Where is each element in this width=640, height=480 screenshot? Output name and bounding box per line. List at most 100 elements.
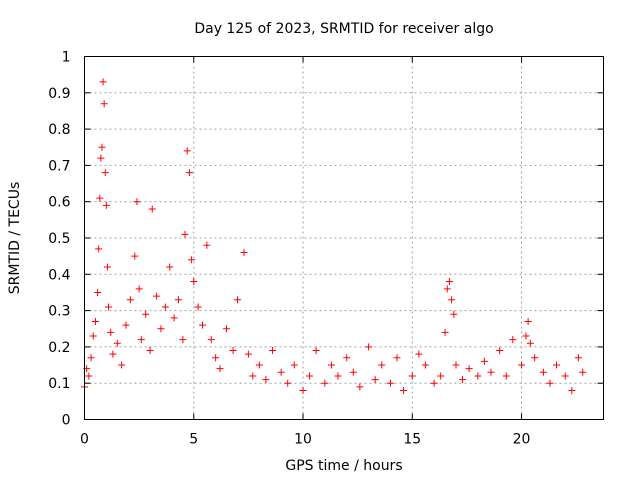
data-point	[262, 376, 270, 384]
data-point	[233, 296, 241, 304]
data-point	[95, 245, 103, 253]
data-point	[524, 317, 532, 325]
data-point	[365, 343, 373, 351]
data-point	[183, 147, 191, 155]
data-point	[161, 303, 169, 311]
data-point	[166, 263, 174, 271]
data-point	[107, 328, 115, 336]
x-tick-label: 15	[403, 432, 421, 448]
data-point	[378, 361, 386, 369]
grid	[84, 56, 604, 420]
y-tick-label: 0.1	[48, 376, 70, 392]
data-point	[268, 347, 276, 355]
data-point	[531, 354, 539, 362]
x-tick: 10	[294, 56, 312, 448]
data-point	[89, 332, 97, 340]
data-point	[203, 241, 211, 249]
data-point	[249, 372, 257, 380]
data-point	[393, 354, 401, 362]
y-axis-label: SRMTID / TECUs	[7, 182, 23, 295]
y-tick-label: 0.4	[48, 267, 70, 283]
data-point	[146, 347, 154, 355]
data-point	[448, 296, 456, 304]
data-point	[546, 379, 554, 387]
data-point	[207, 336, 215, 344]
data-point	[474, 372, 482, 380]
data-point	[334, 372, 342, 380]
data-point	[240, 249, 248, 257]
data-point	[452, 361, 460, 369]
data-point	[522, 332, 530, 340]
data-point	[98, 143, 106, 151]
data-point	[356, 383, 364, 391]
data-point	[174, 296, 182, 304]
data-point	[216, 365, 224, 373]
data-point	[101, 169, 109, 177]
data-point	[421, 361, 429, 369]
data-point	[255, 361, 263, 369]
data-point	[284, 379, 292, 387]
data-point	[194, 303, 202, 311]
data-point	[371, 376, 379, 384]
data-point	[103, 263, 111, 271]
data-point	[574, 354, 582, 362]
data-point	[509, 336, 517, 344]
data-point	[277, 368, 285, 376]
data-point	[321, 379, 329, 387]
data-point	[327, 361, 335, 369]
data-point	[343, 354, 351, 362]
x-axis-label: GPS time / hours	[285, 458, 402, 474]
y-tick-label: 0.3	[48, 304, 70, 320]
y-tick: 0.4	[48, 267, 604, 283]
data-point	[105, 303, 113, 311]
data-points	[81, 78, 587, 394]
data-point	[109, 350, 117, 358]
data-point	[349, 368, 357, 376]
data-point	[415, 350, 423, 358]
data-point	[386, 379, 394, 387]
y-tick: 0.2	[48, 340, 604, 356]
data-point	[223, 325, 231, 333]
y-tick-label: 1	[62, 50, 71, 66]
data-point	[299, 386, 307, 394]
data-point	[96, 194, 104, 202]
y-tick-label: 0	[62, 413, 71, 429]
data-point	[148, 205, 156, 213]
y-tick-label: 0.7	[48, 158, 70, 174]
y-tick: 0.1	[48, 376, 604, 392]
data-point	[113, 339, 121, 347]
x-tick: 20	[513, 56, 530, 448]
data-point	[459, 376, 467, 384]
data-point	[441, 328, 449, 336]
data-point	[579, 368, 587, 376]
data-point	[97, 154, 105, 162]
chart-title: Day 125 of 2023, SRMTID for receiver alg…	[194, 21, 493, 37]
y-tick: 1	[62, 50, 604, 66]
y-tick: 0.8	[48, 122, 604, 138]
data-point	[568, 386, 576, 394]
data-point	[312, 347, 320, 355]
data-point	[99, 78, 107, 86]
data-point	[153, 292, 161, 300]
data-point	[157, 325, 165, 333]
y-tick-label: 0.2	[48, 340, 70, 356]
y-tick: 0.3	[48, 304, 604, 320]
data-point	[133, 198, 141, 206]
data-point	[91, 317, 99, 325]
y-tick: 0.9	[48, 86, 604, 102]
data-point	[179, 336, 187, 344]
data-point	[122, 321, 130, 329]
x-tick-label: 10	[294, 432, 312, 448]
data-point	[142, 310, 150, 318]
data-point	[94, 288, 102, 296]
data-point	[185, 169, 193, 177]
x-tick: 0	[80, 56, 89, 448]
data-point	[480, 357, 488, 365]
data-point	[135, 285, 143, 293]
data-point	[126, 296, 134, 304]
data-point	[137, 336, 145, 344]
data-point	[118, 361, 126, 369]
y-tick-label: 0.9	[48, 86, 70, 102]
data-point	[465, 365, 473, 373]
